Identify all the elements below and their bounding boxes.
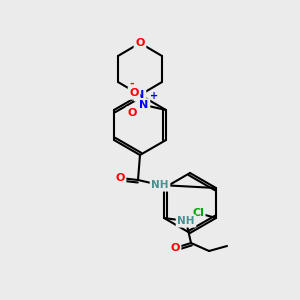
Text: O: O xyxy=(129,88,139,98)
Text: NH: NH xyxy=(177,216,195,226)
Text: O: O xyxy=(135,38,145,48)
Text: NH: NH xyxy=(151,180,169,190)
Text: -: - xyxy=(129,79,134,89)
Text: N: N xyxy=(135,90,145,100)
Text: O: O xyxy=(170,243,180,253)
Text: O: O xyxy=(127,108,137,118)
Text: N: N xyxy=(140,100,148,110)
Text: O: O xyxy=(115,173,125,183)
Text: +: + xyxy=(150,91,158,101)
Text: Cl: Cl xyxy=(192,208,204,218)
